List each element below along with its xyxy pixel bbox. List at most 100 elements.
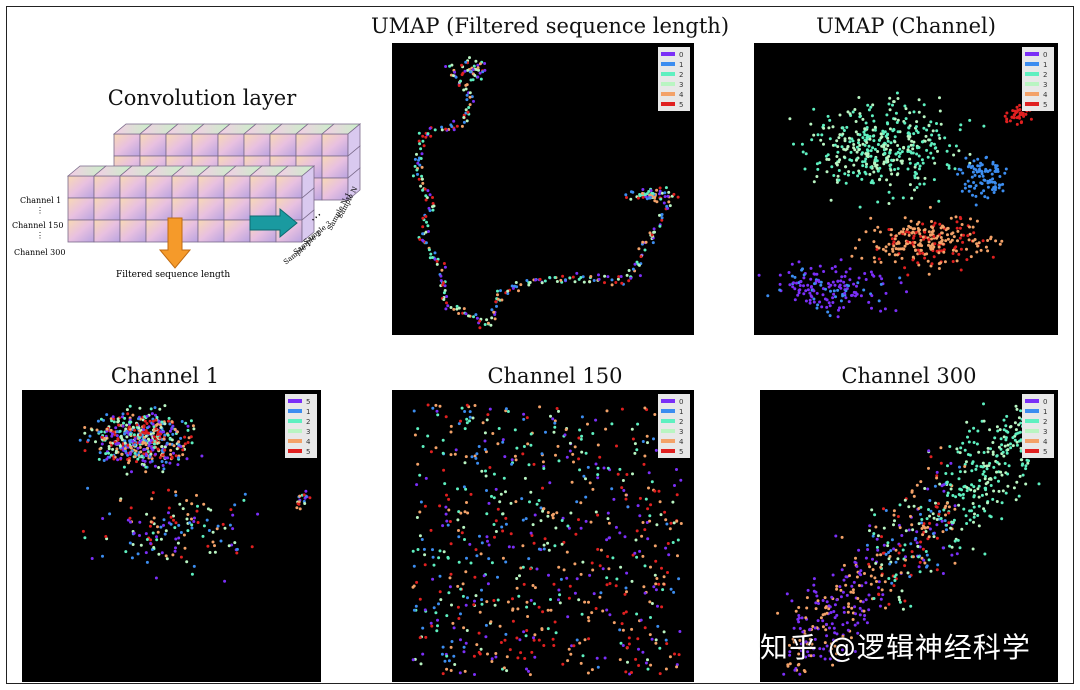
scatter-point [868,172,872,176]
scatter-point [945,149,949,153]
scatter-point [475,643,479,647]
scatter-point [981,472,985,476]
scatter-point [569,652,573,656]
scatter-point [449,453,453,457]
scatter-point [464,641,468,645]
scatter-point [851,293,854,297]
scatter-point [646,507,650,511]
scatter-point [667,553,671,557]
scatter-point [83,449,87,453]
scatter-point [824,628,828,632]
scatter-point [906,148,910,152]
scatter-point [848,278,852,282]
scatter-point [915,222,919,226]
scatter-point [618,467,622,471]
legend-label: 2 [1043,71,1047,79]
scatter-point [917,565,921,569]
scatter-point [981,174,985,178]
scatter-point [892,547,896,551]
scatter-point [431,548,434,552]
scatter-point [221,522,225,526]
scatter-point [983,477,987,481]
scatter-point [83,426,87,429]
scatter-point [546,511,550,514]
scatter-point [496,507,500,511]
scatter-point [131,439,135,443]
scatter-point [532,638,536,642]
scatter-point [841,590,845,594]
scatter-point [854,130,858,134]
scatter-point [993,188,997,192]
scatter-point [584,477,587,481]
scatter-point [798,638,802,642]
scatter-point [662,575,666,579]
scatter-point [462,116,466,119]
scatter-point [540,627,544,631]
scatter-point [919,540,923,544]
scatter-point [522,630,526,634]
scatter-point [960,223,964,226]
scatter-point [857,169,861,173]
scatter-point [842,306,846,309]
scatter-point [152,516,156,520]
scatter-point [871,181,875,185]
scatter-point [656,604,659,608]
scatter-point [190,526,194,530]
scatter-point [463,410,467,413]
scatter-point [1000,517,1004,521]
scatter-point [447,497,451,501]
scatter-point [594,462,598,466]
scatter-point [542,644,546,647]
scatter-point [462,650,466,654]
scatter-point [851,171,855,175]
scatter-point [573,591,577,595]
scatter-point [603,281,606,285]
scatter-point [483,62,487,65]
scatter-point [867,108,871,112]
scatter-point [549,608,553,612]
cube-cell [197,175,225,199]
scatter-point [586,671,590,675]
scatter-point [864,121,868,125]
legend-swatch [661,439,675,443]
scatter-point [832,292,836,296]
scatter-point [159,423,162,427]
scatter-point [905,242,908,246]
scatter-point [843,139,847,143]
legend-swatch [661,399,675,403]
scatter-point [209,508,213,512]
scatter-point [139,543,143,547]
scatter-point [523,476,527,480]
scatter-point [516,607,520,611]
scatter-point [1015,443,1019,447]
scatter-point [128,516,132,520]
scatter-point [835,180,839,184]
scatter-point [972,159,976,163]
scatter-point [901,607,905,611]
scatter-point [145,538,149,541]
scatter-point [979,181,983,185]
scatter-point [528,500,531,504]
scatter-point [622,611,626,615]
scatter-point [900,150,904,154]
scatter-point [440,125,444,129]
scatter-point [648,514,652,518]
scatter-point [452,307,456,311]
scatter-point [591,432,595,435]
scatter-point [421,188,425,192]
scatter-point [152,546,156,549]
scatter-point [908,157,912,161]
scatter-point [975,464,979,468]
scatter-point [561,662,565,666]
scatter-point [932,255,936,259]
scatter-point [126,431,130,434]
scatter-point [861,136,865,140]
scatter-point [966,234,970,238]
scatter-point [557,588,561,592]
scatter-point [983,509,987,513]
scatter-point [610,487,614,491]
legend-box [285,394,317,458]
scatter-point [949,216,953,220]
scatter-point [125,472,129,476]
